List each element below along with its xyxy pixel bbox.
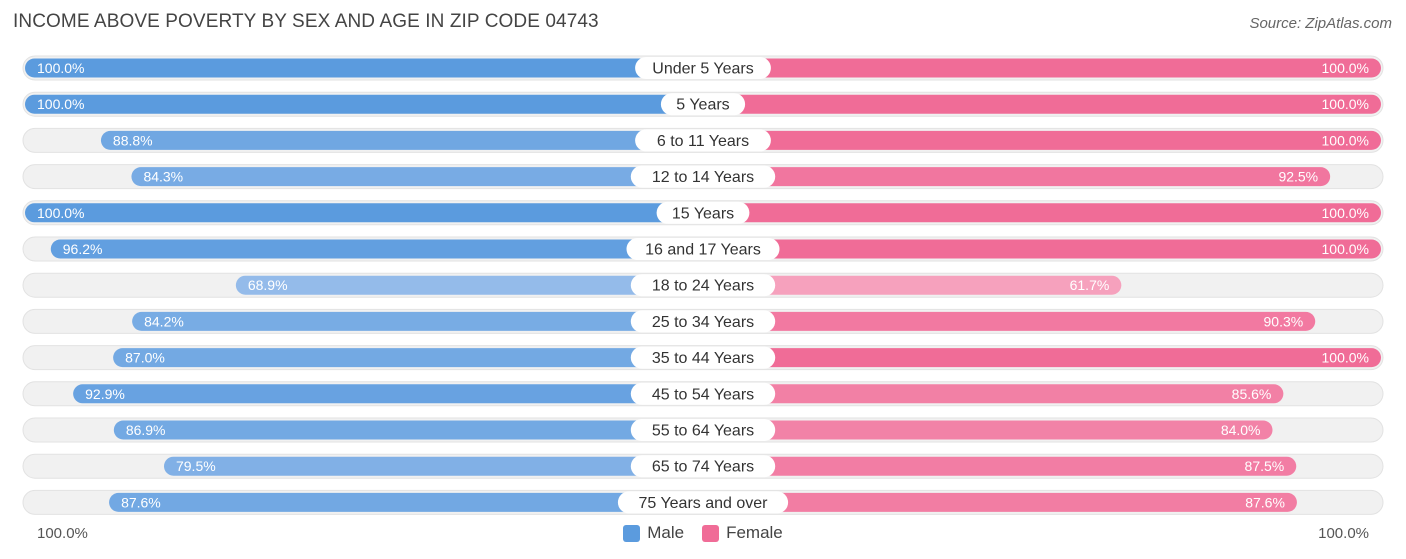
bar-male [25,58,703,78]
bar-female [703,203,1381,223]
category-pill [630,346,776,369]
bar-male [109,492,703,512]
bar-female [703,348,1381,368]
data-label-female: 100.0% [1322,96,1369,112]
category-label: 35 to 44 Years [652,350,754,367]
data-label-female: 85.6% [1232,386,1272,402]
category-pill [630,419,776,441]
category-label: 15 Years [672,205,734,222]
data-label-female: 100.0% [1322,132,1369,148]
data-label-female: 87.6% [1245,494,1285,510]
legend-swatch-male [623,524,641,542]
bar-male [163,456,704,476]
data-label-female: 84.0% [1221,422,1261,438]
bar-female [703,492,1297,512]
data-label-male: 100.0% [37,60,84,76]
category-pill [656,201,750,224]
category-pill [617,491,789,514]
bar-male [113,420,704,440]
data-label-male: 87.6% [121,494,161,510]
category-label: Under 5 Years [652,61,753,78]
bar-male [25,203,703,223]
data-label-male: 92.9% [85,386,125,402]
data-label-female: 90.3% [1264,313,1304,329]
data-label-male: 86.9% [126,422,166,438]
legend-item-female[interactable]: Female [702,523,783,543]
data-label-female: 87.5% [1245,458,1285,474]
bar-male [235,275,703,295]
legend-label-male: Male [647,523,685,542]
bar-male [113,348,703,368]
bar-female [703,275,1122,295]
data-label-female: 92.5% [1278,169,1318,185]
bar-male [25,94,703,114]
category-pill [626,238,780,260]
data-label-male: 87.0% [125,350,165,366]
category-pill [630,165,776,188]
bar-female [703,311,1316,331]
bar-female [703,456,1297,476]
bar-male [73,384,703,404]
bar-male [100,130,704,150]
data-label-female: 100.0% [1322,60,1369,76]
category-label: 5 Years [676,97,729,114]
category-label: 12 to 14 Years [652,169,754,186]
legend: Male Female [0,523,1406,543]
category-pill [660,93,746,116]
diverging-bar-chart: 100.0% 100.0% Under 5 Years 100.0% 100.0% 5 Y… [22,55,1384,515]
data-label-male: 100.0% [37,205,84,221]
legend-swatch-female [702,524,720,542]
category-pill [630,310,776,333]
data-label-female: 61.7% [1070,277,1110,293]
data-label-male: 84.2% [144,313,184,329]
data-label-male: 79.5% [176,458,216,474]
axis-left-label: 100.0% [37,525,88,542]
category-label: 25 to 34 Years [652,314,754,331]
category-label: 75 Years and over [639,495,769,512]
data-label-male: 96.2% [63,241,103,257]
bar-female [703,94,1381,114]
bar-female [703,130,1381,150]
category-label: 16 and 17 Years [645,242,761,259]
data-label-female: 100.0% [1322,205,1369,221]
data-label-male: 68.9% [248,277,288,293]
chart-title: INCOME ABOVE POVERTY BY SEX AND AGE IN Z… [13,11,599,32]
bar-female [703,239,1381,259]
source-credit: Source: ZipAtlas.com [1249,15,1392,32]
category-label: 55 to 64 Years [652,423,754,440]
bar-male [50,239,704,259]
category-label: 45 to 54 Years [652,386,754,403]
category-pill [630,274,776,297]
bar-female [703,58,1381,78]
data-label-female: 100.0% [1322,241,1369,257]
data-label-male: 84.3% [143,169,183,185]
bar-male [131,167,704,187]
bar-female [703,167,1331,187]
bar-male [132,311,703,331]
axis-right-label: 100.0% [1318,525,1369,542]
bar-female [703,420,1273,440]
category-label: 65 to 74 Years [652,459,754,476]
category-label: 18 to 24 Years [652,278,754,295]
legend-item-male[interactable]: Male [623,523,684,543]
category-label: 6 to 11 Years [657,133,749,150]
category-pill [635,129,771,152]
category-pill [635,57,771,79]
category-pill [630,382,776,405]
legend-label-female: Female [726,523,783,542]
data-label-male: 88.8% [113,132,153,148]
data-label-female: 100.0% [1322,350,1369,366]
data-label-male: 100.0% [37,96,84,112]
category-pill [630,455,776,478]
bar-female [703,384,1284,404]
